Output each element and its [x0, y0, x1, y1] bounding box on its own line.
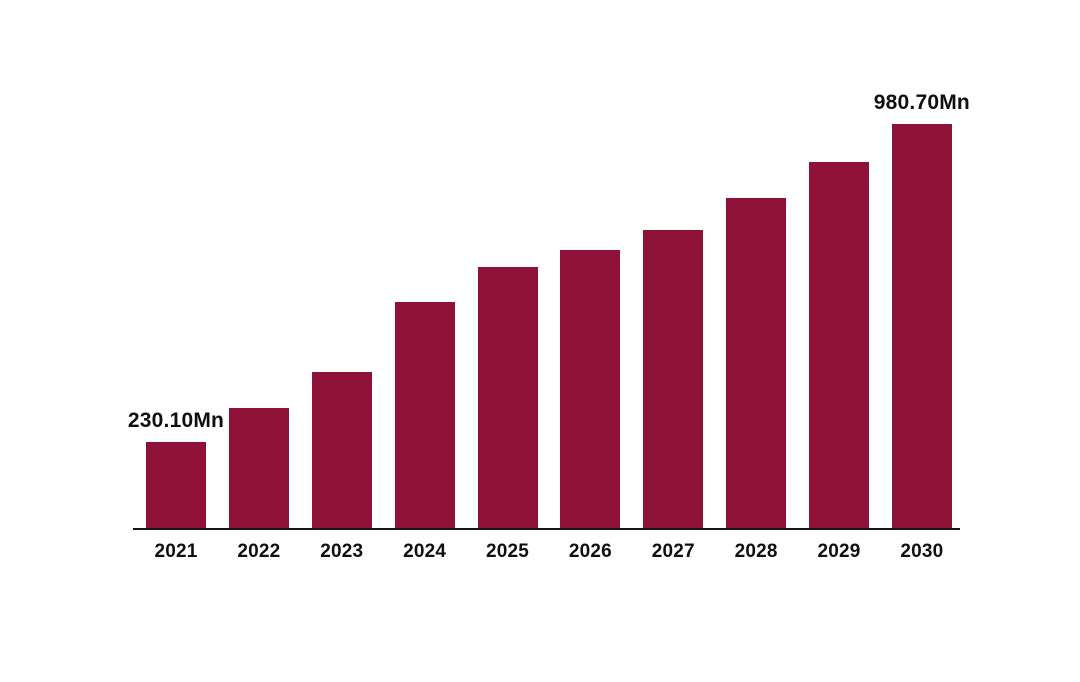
x-tick-2027: 2027	[651, 541, 695, 562]
bar-value-label-2030: 980.70Mn	[873, 91, 970, 114]
x-tick-2022: 2022	[237, 541, 281, 562]
x-tick-2021: 2021	[154, 541, 198, 562]
x-axis-line	[133, 528, 960, 530]
bar-group-2030: 980.70Mn	[874, 92, 970, 529]
bar-2025	[477, 267, 538, 529]
bar-2030	[891, 124, 952, 529]
x-tick-2026: 2026	[568, 541, 612, 562]
x-tick-2029: 2029	[817, 541, 861, 562]
bar-group-2028	[726, 166, 787, 529]
bar-group-2021: 230.10Mn	[128, 410, 224, 529]
x-axis-ticks: 2021 2022 2023 2024 2025 2026 2027 2028 …	[146, 541, 952, 563]
bar-2029	[809, 162, 869, 529]
bar-group-2025	[477, 235, 538, 529]
bar-group-2024	[394, 270, 455, 529]
bar-2021	[146, 442, 206, 529]
bar-2026	[560, 250, 621, 529]
bar-2027	[643, 230, 704, 529]
bar-group-2026	[560, 218, 621, 529]
bar-group-2029	[809, 130, 869, 529]
bar-value-label-2021: 230.10Mn	[127, 409, 225, 432]
bar-2028	[726, 198, 787, 529]
bar-2022	[228, 408, 289, 529]
x-tick-2025: 2025	[485, 541, 530, 562]
x-tick-2030: 2030	[900, 541, 944, 562]
bar-2023	[311, 372, 372, 529]
bar-group-2027	[643, 198, 704, 529]
bar-group-2023	[311, 340, 372, 529]
bar-2024	[394, 302, 455, 529]
bar-group-2022	[228, 376, 289, 529]
x-tick-2023: 2023	[320, 541, 364, 562]
x-tick-2024: 2024	[403, 541, 447, 562]
bars-row: 230.10Mn	[128, 0, 970, 529]
x-tick-2028: 2028	[734, 541, 778, 562]
